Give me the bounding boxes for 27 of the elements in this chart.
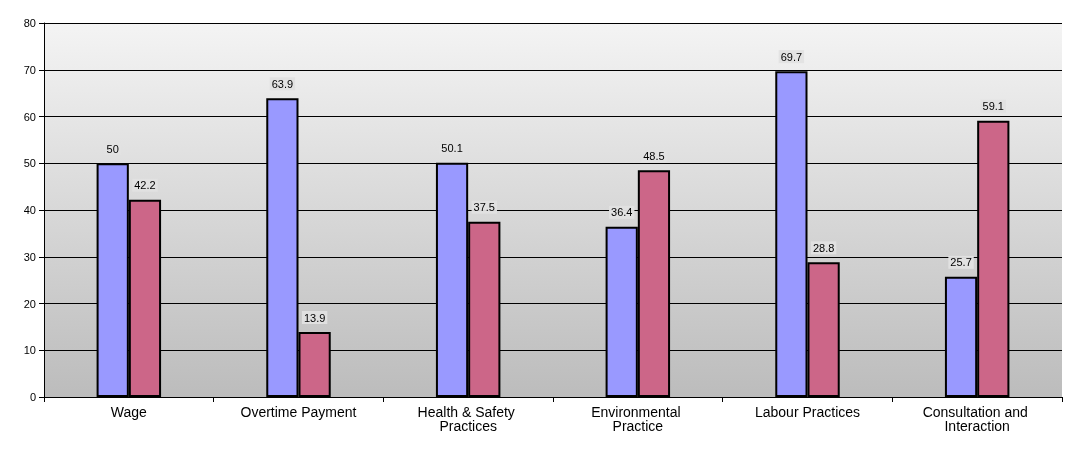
data-label: 36.4 xyxy=(611,206,633,219)
data-label: 63.9 xyxy=(271,77,294,90)
x-tick-label: Wage xyxy=(110,404,148,420)
data-label: 42.2 xyxy=(134,179,156,192)
x-tick-label: Overtime Payment xyxy=(240,404,357,420)
y-tick-label: 20 xyxy=(23,297,36,310)
data-label: 59.1 xyxy=(982,100,1004,113)
data-label: 37.5 xyxy=(473,201,495,214)
y-tick-label: 70 xyxy=(23,63,36,76)
x-tick-label: Consultation and Interaction xyxy=(922,404,1032,434)
data-label: 50.1 xyxy=(441,142,463,155)
data-label: 13.9 xyxy=(303,311,326,324)
y-tick-label: 40 xyxy=(23,204,36,216)
data-label: 69.7 xyxy=(780,50,803,63)
y-tick-label: 50 xyxy=(23,157,36,170)
data-label: 50 xyxy=(106,142,119,155)
x-tick-label: Health & Safety Practices xyxy=(417,404,519,434)
x-tick-label: Environmental Practice xyxy=(591,404,685,434)
y-tick-label: 0 xyxy=(29,391,36,403)
y-tick-label: 60 xyxy=(23,110,36,123)
y-tick-label: 80 xyxy=(23,17,36,29)
data-label: 48.5 xyxy=(643,149,665,162)
x-tick-label: Labour Practices xyxy=(754,404,861,420)
y-tick-label: 10 xyxy=(23,344,36,357)
y-tick-label: 30 xyxy=(23,250,36,263)
data-label: 25.7 xyxy=(950,256,972,269)
data-label: 28.8 xyxy=(812,241,835,254)
